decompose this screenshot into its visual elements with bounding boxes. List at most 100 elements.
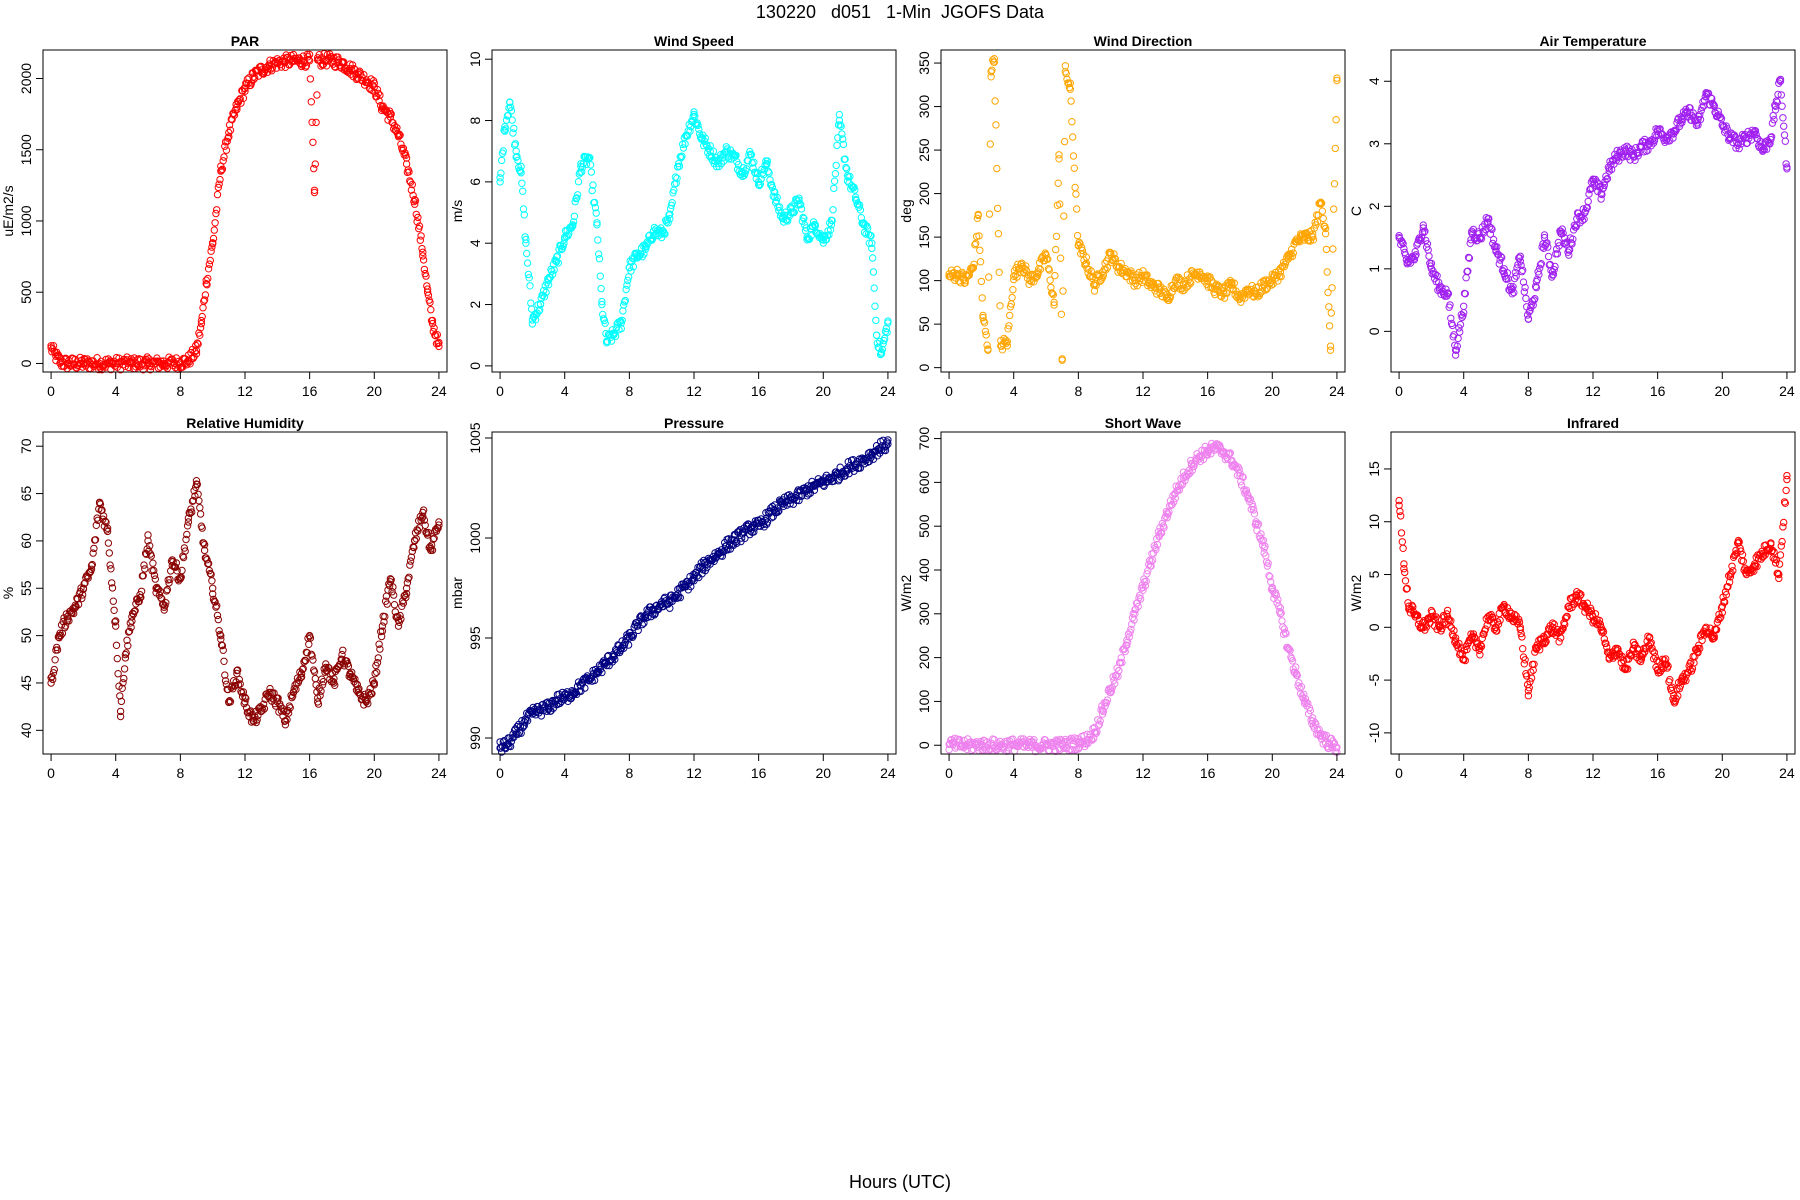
data-point [540, 293, 549, 301]
x-tick-label: 4 [561, 383, 569, 399]
y-tick-label: 2 [467, 300, 483, 308]
data-point [209, 234, 218, 243]
data-point [1040, 257, 1049, 265]
data-point [266, 684, 274, 693]
data-point [1555, 638, 1563, 646]
data-point [881, 327, 890, 336]
data-point [531, 316, 540, 324]
y-tick-label: 3 [1366, 140, 1382, 148]
data-point [1416, 235, 1424, 244]
data-point [830, 184, 838, 193]
data-point [163, 585, 172, 594]
data-point [522, 235, 530, 244]
data-point [143, 353, 151, 361]
x-tick-label: 16 [1650, 383, 1666, 399]
data-point [150, 566, 158, 575]
data-point [1044, 255, 1052, 263]
data-point [838, 130, 846, 138]
data-point [673, 174, 681, 182]
data-point [1766, 140, 1774, 148]
data-point [528, 320, 537, 328]
data-point [305, 55, 313, 64]
data-point [380, 618, 388, 626]
data-point [71, 601, 80, 609]
data-point [180, 544, 189, 552]
data-point [407, 553, 416, 561]
data-point [235, 675, 244, 684]
data-point [57, 631, 65, 640]
data-point [1779, 114, 1787, 122]
data-point [114, 359, 122, 367]
data-point [311, 674, 319, 683]
data-point [298, 665, 307, 674]
data-point [754, 170, 762, 178]
x-tick-label: 8 [1524, 383, 1532, 399]
data-point [196, 510, 205, 518]
x-tick-label: 24 [431, 765, 447, 781]
data-point [171, 563, 180, 571]
x-tick-label: 24 [1779, 765, 1795, 781]
data-point [1523, 311, 1532, 319]
data-point [1759, 145, 1768, 153]
data-point [1450, 331, 1458, 339]
data-point [867, 232, 875, 240]
data-point [763, 161, 771, 169]
data-point [1479, 227, 1487, 236]
data-point [1533, 275, 1541, 284]
data-point [49, 669, 58, 677]
data-point [992, 121, 1000, 129]
y-tick-label: 70 [18, 438, 34, 454]
data-point [1204, 283, 1213, 291]
panel-title: Air Temperature [1539, 33, 1646, 49]
data-point [214, 183, 223, 192]
figure-title: 130220 d051 1-Min JGOFS Data [755, 2, 1045, 22]
data-point [1686, 104, 1694, 112]
data-point [162, 587, 171, 595]
data-point [193, 339, 202, 347]
data-point [427, 545, 435, 553]
data-point [1230, 279, 1239, 287]
y-tick-label: 10 [1366, 514, 1382, 530]
data-point [370, 79, 378, 87]
data-point [1330, 205, 1338, 213]
chart-panel: Wind Direction 0 4 8 12 16 20 24 0 50 100 150 200 250… [898, 33, 1346, 399]
data-point [396, 131, 404, 139]
data-point [206, 569, 215, 578]
data-point [1598, 190, 1606, 199]
data-point [1212, 280, 1221, 288]
data-point [723, 145, 731, 153]
data-point [137, 587, 146, 595]
data-point [218, 641, 227, 650]
y-tick-label: 300 [916, 95, 932, 119]
data-point [1559, 229, 1567, 237]
y-tick-label: 0 [916, 364, 932, 372]
data-point [162, 599, 170, 607]
data-point [307, 98, 315, 106]
y-tick-label: 4 [1366, 77, 1382, 85]
data-point [116, 707, 125, 716]
data-point [1461, 290, 1470, 298]
data-point [1289, 249, 1298, 257]
data-point [664, 219, 672, 227]
data-point [884, 317, 892, 325]
data-point [131, 607, 139, 615]
data-point [623, 281, 631, 289]
x-tick-label: 20 [1714, 765, 1730, 781]
data-point [213, 190, 222, 199]
data-point [594, 236, 602, 244]
data-point [976, 258, 985, 266]
data-point [756, 180, 764, 189]
data-point [1549, 270, 1558, 279]
data-point [750, 158, 758, 167]
x-tick-label: 20 [1264, 383, 1280, 399]
data-point [51, 656, 59, 664]
data-point [1328, 284, 1336, 292]
x-tick-label: 24 [1779, 383, 1795, 399]
y-tick-label: 100 [916, 690, 932, 714]
data-point [236, 680, 244, 688]
x-tick-label: 0 [945, 383, 953, 399]
data-point [993, 164, 1001, 173]
data-point [233, 105, 241, 114]
data-point [305, 50, 314, 59]
